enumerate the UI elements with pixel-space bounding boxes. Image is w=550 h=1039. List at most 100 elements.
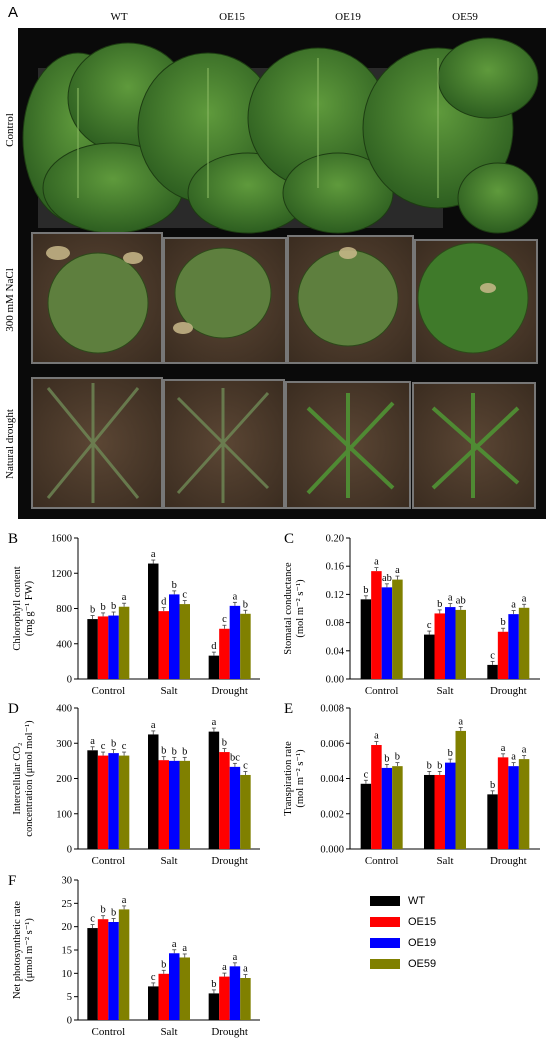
panel-c-bar-wt-salt <box>424 634 435 679</box>
panel-f-bar-oe59-drought <box>240 978 251 1020</box>
panel-c-bar-oe19-control <box>381 587 393 679</box>
legend-label-oe19: OE19 <box>408 936 437 949</box>
panel-b-category-label: Salt <box>160 685 177 697</box>
panel-e-category-label: Salt <box>436 855 453 867</box>
panel-d-sig-letter: c <box>122 741 127 752</box>
panel-b-bar-wt-salt <box>148 563 159 679</box>
panel-b-sig-letter: c <box>182 590 187 601</box>
legend-item-oe15: OE15 <box>370 915 436 928</box>
panel-b-sig-letter: c <box>222 614 227 625</box>
panel-e-sig-letter: b <box>427 760 432 771</box>
panel-e-sig-letter: b <box>395 752 400 763</box>
panel-c-bar-oe59-control <box>392 579 403 679</box>
panel-d-category-label: Drought <box>211 855 248 867</box>
genotype-label-oe59: OE59 <box>452 11 478 23</box>
plant-photo-illustration <box>18 28 546 519</box>
panel-d-bar-wt-control <box>87 750 98 849</box>
panel-f-sig-letter: c <box>90 914 95 925</box>
panel-b-sig-letter: b <box>90 605 95 616</box>
panel-d-ytick-label: 300 <box>56 739 72 750</box>
panel-d-bar-oe15-drought <box>219 752 230 849</box>
panel-f-ylabel-line2: (μmol m⁻² s⁻¹) <box>24 918 35 982</box>
panel-f-sig-letter: a <box>122 895 127 906</box>
panel-a-letter: A <box>8 4 19 21</box>
panel-e-bar-oe59-salt <box>455 730 466 849</box>
panel-f-sig-letter: c <box>151 972 156 983</box>
panel-d-sig-letter: c <box>243 760 248 771</box>
panel-e-bar-oe15-control <box>371 745 382 849</box>
panel-c-sig-letter: a <box>395 565 400 576</box>
panel-d-bar-wt-drought <box>208 731 220 849</box>
panel-b-sig-letter: b <box>243 599 248 610</box>
panel-e-ylabel-line2: (mol m⁻² s⁻¹) <box>295 749 306 808</box>
panel-c-category-label: Drought <box>490 685 527 697</box>
panel-e-ytick-label: 0.002 <box>320 809 344 820</box>
panel-b-sig-letter: b <box>172 580 177 591</box>
plant-phenotype-photo <box>18 28 546 519</box>
panel-c-bar-oe19-salt <box>445 607 456 679</box>
panel-c-bar-oe15-drought <box>497 631 509 679</box>
legend-item-oe19: OE19 <box>370 936 436 949</box>
panel-d-sig-letter: b <box>161 746 166 757</box>
panel-e-sig-letter: b <box>448 748 453 759</box>
genotype-label-oe15: OE15 <box>219 11 245 23</box>
legend-label-oe59: OE59 <box>408 957 437 970</box>
panel-e-ylabel-line1: Transpiration rate <box>283 741 294 816</box>
panel-b-bar-oe59-control <box>118 606 130 679</box>
panel-d-sig-letter: b <box>111 739 116 750</box>
panel-b-ytick-label: 800 <box>56 604 72 615</box>
panel-b-ytick-label: 1600 <box>51 534 72 545</box>
panel-e-bar-oe15-drought <box>497 757 509 849</box>
panel-d-bar-oe59-salt <box>179 760 190 849</box>
panel-f-bar-wt-control <box>87 928 98 1020</box>
panel-f-category-label: Salt <box>160 1026 177 1038</box>
panel-b-ylabel-line2: (mg g⁻¹ FW) <box>24 580 35 636</box>
panel-d-ylabel-line2: concentration (μmol mol⁻¹) <box>24 720 35 837</box>
panel-c-ytick-label: 0.12 <box>326 590 344 601</box>
panel-d-sig-letter: b <box>172 746 177 757</box>
panel-e-bar-oe15-salt <box>434 774 445 849</box>
panel-c-ytick-label: 0.04 <box>326 646 345 657</box>
panel-e-sig-letter: c <box>364 769 369 780</box>
legend-swatch-wt <box>370 895 400 906</box>
panel-b-letter: B <box>8 531 18 547</box>
panel-b-bar-oe59-drought <box>240 613 251 679</box>
panel-e-bar-oe59-control <box>392 766 403 849</box>
legend-swatch-oe15 <box>370 916 400 927</box>
panel-f-sig-letter: a <box>182 943 187 954</box>
panel-c-bar-oe59-drought <box>518 607 530 679</box>
panel-c-sig-letter: b <box>500 617 505 628</box>
panel-e-bar-oe59-drought <box>518 759 530 849</box>
panel-d-sig-letter: b <box>182 746 187 757</box>
panel-c-sig-letter: ab <box>382 573 392 584</box>
panel-e-category-label: Control <box>365 855 399 867</box>
panel-f-bar-oe59-salt <box>179 957 190 1020</box>
panel-e-bar-wt-salt <box>424 774 435 849</box>
legend-swatch-oe59 <box>370 958 400 969</box>
panel-f-sig-letter: b <box>111 908 116 919</box>
panel-e-ytick-label: 0.008 <box>320 704 344 715</box>
panel-c-sig-letter: c <box>427 620 432 631</box>
panel-f-bar-oe15-control <box>97 919 109 1020</box>
panel-b-ylabel-line1: Chlorophyll content <box>12 566 23 650</box>
panel-f-ytick-label: 10 <box>62 969 73 980</box>
panel-b-bar-oe59-salt <box>179 604 190 679</box>
panel-e-letter: E <box>284 701 293 717</box>
panel-d-ytick-label: 400 <box>56 704 72 715</box>
panel-b-category-label: Drought <box>211 685 248 697</box>
panel-b-sig-letter: a <box>151 549 156 560</box>
panel-f-bar-oe15-salt <box>158 973 169 1020</box>
panel-b-ytick-label: 400 <box>56 639 72 650</box>
panel-b-sig-letter: d <box>211 641 217 652</box>
legend-label-wt: WT <box>408 894 426 907</box>
panel-d-bar-oe19-salt <box>169 760 180 849</box>
panel-e-ytick-label: 0.006 <box>320 739 344 750</box>
panel-e-bar-oe19-salt <box>445 762 456 849</box>
panel-c-ylabel-line1: Stomatal conductance <box>283 562 294 655</box>
panel-c-bar-oe15-salt <box>434 613 445 679</box>
panel-c-category-label: Control <box>365 685 399 697</box>
panel-f-bar-wt-drought <box>208 993 220 1020</box>
panel-e-ytick-label: 0.000 <box>320 845 344 856</box>
panel-f-sig-letter: b <box>211 979 216 990</box>
